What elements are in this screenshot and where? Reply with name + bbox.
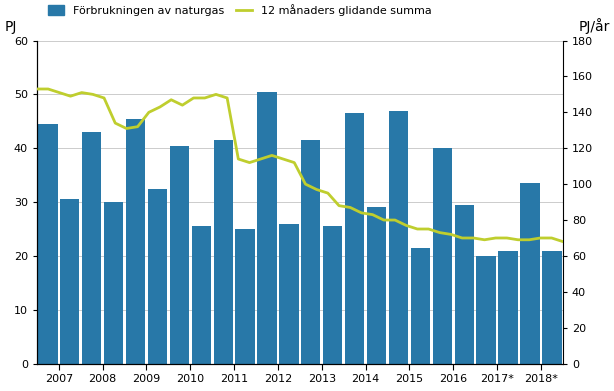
Y-axis label: PJ/år: PJ/år (578, 18, 610, 34)
Bar (235, 229, 255, 364)
Bar (301, 140, 321, 364)
Bar (60, 199, 79, 364)
Bar (192, 226, 211, 364)
Y-axis label: PJ: PJ (4, 20, 17, 34)
Bar (499, 251, 518, 364)
Bar (476, 256, 495, 364)
Bar (148, 188, 167, 364)
Bar (389, 111, 408, 364)
Bar (126, 118, 145, 364)
Bar (345, 113, 364, 364)
Bar (257, 91, 277, 364)
Bar (38, 124, 58, 364)
Bar (542, 251, 561, 364)
Bar (169, 145, 189, 364)
Bar (411, 248, 430, 364)
Bar (454, 205, 474, 364)
Bar (323, 226, 343, 364)
Bar (82, 132, 101, 364)
Bar (433, 148, 452, 364)
Bar (214, 140, 233, 364)
Bar (104, 202, 123, 364)
Bar (367, 208, 386, 364)
Legend: Förbrukningen av naturgas, 12 månaders glidande summa: Förbrukningen av naturgas, 12 månaders g… (48, 4, 432, 16)
Bar (279, 224, 298, 364)
Bar (520, 183, 540, 364)
